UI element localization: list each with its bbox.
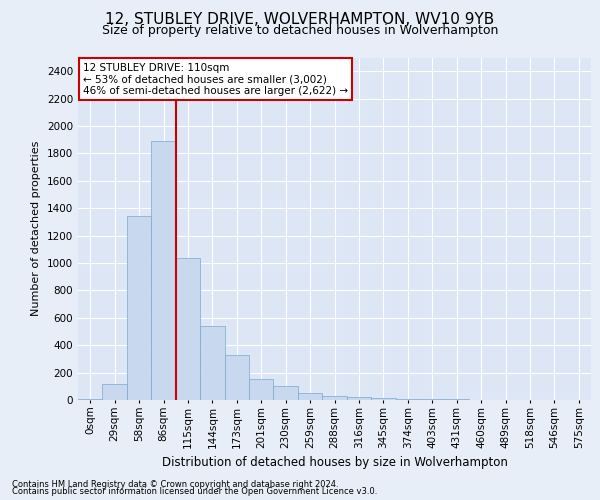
Text: 12, STUBLEY DRIVE, WOLVERHAMPTON, WV10 9YB: 12, STUBLEY DRIVE, WOLVERHAMPTON, WV10 9… xyxy=(106,12,494,28)
Bar xyxy=(322,396,347,400)
Text: Contains public sector information licensed under the Open Government Licence v3: Contains public sector information licen… xyxy=(12,487,377,496)
Bar xyxy=(420,399,445,400)
Bar xyxy=(298,393,322,400)
Bar xyxy=(274,386,298,400)
Bar xyxy=(395,398,420,400)
Bar xyxy=(200,326,224,400)
Bar xyxy=(249,379,274,400)
Text: 12 STUBLEY DRIVE: 110sqm
← 53% of detached houses are smaller (3,002)
46% of sem: 12 STUBLEY DRIVE: 110sqm ← 53% of detach… xyxy=(83,62,348,96)
X-axis label: Distribution of detached houses by size in Wolverhampton: Distribution of detached houses by size … xyxy=(161,456,508,469)
Text: Size of property relative to detached houses in Wolverhampton: Size of property relative to detached ho… xyxy=(102,24,498,37)
Bar xyxy=(371,398,395,400)
Text: Contains HM Land Registry data © Crown copyright and database right 2024.: Contains HM Land Registry data © Crown c… xyxy=(12,480,338,489)
Bar xyxy=(103,384,127,400)
Y-axis label: Number of detached properties: Number of detached properties xyxy=(31,141,41,316)
Bar xyxy=(127,216,151,400)
Bar xyxy=(151,141,176,400)
Bar xyxy=(78,398,103,400)
Bar xyxy=(224,355,249,400)
Bar xyxy=(176,258,200,400)
Bar xyxy=(347,398,371,400)
